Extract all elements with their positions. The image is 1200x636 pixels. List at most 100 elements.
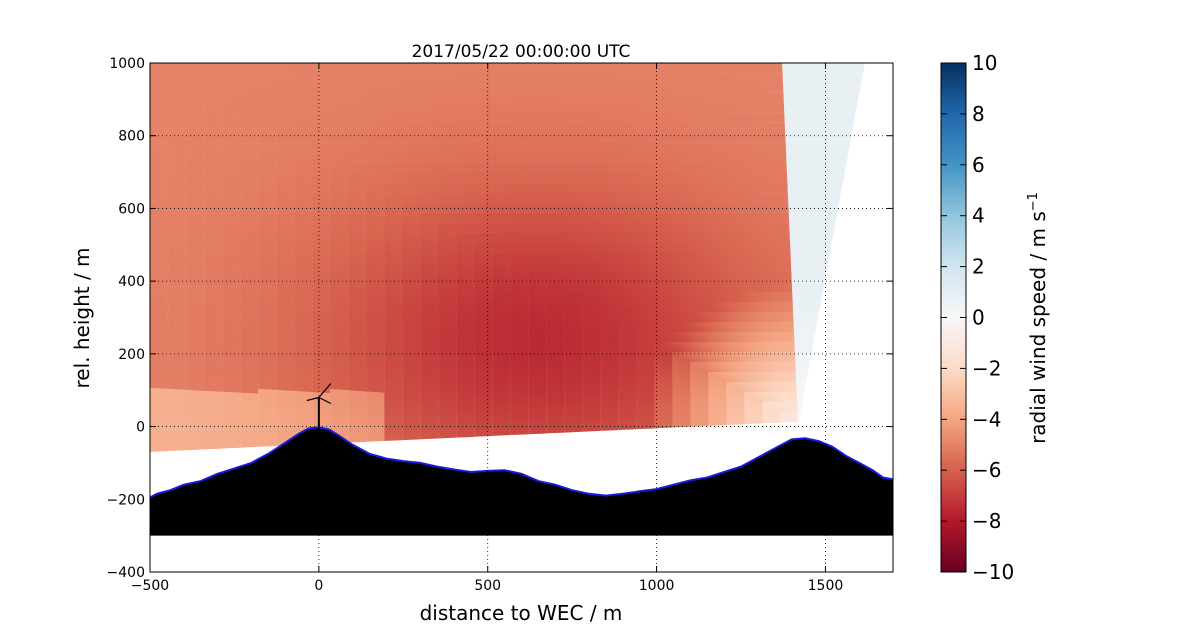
scan-beam-segment [581, 355, 601, 364]
scan-beam-segment [563, 293, 584, 306]
scan-beam-segment [581, 349, 601, 359]
scan-beam-segment [491, 267, 512, 280]
scan-beam-segment [347, 393, 367, 400]
scan-beam-segment [581, 335, 601, 346]
scan-beam-segment [491, 357, 511, 366]
scan-beam-segment [401, 240, 422, 253]
scan-beam-segment [492, 431, 511, 436]
scan-beam-segment [203, 250, 223, 263]
scan-beam-segment [563, 305, 583, 318]
scan-beam-segment [473, 299, 493, 310]
scan-beam-segment [275, 206, 296, 219]
scan-beam-segment [437, 292, 457, 303]
scan-beam-segment [239, 440, 259, 448]
scan-beam-segment [401, 332, 421, 341]
scan-beam-segment [202, 112, 224, 128]
scan-beam-segment [509, 335, 529, 345]
scan-beam-segment [150, 380, 169, 389]
scan-beam-segment [311, 373, 331, 381]
scan-beam-segment [185, 377, 205, 386]
scan-beam-segment [473, 336, 493, 346]
scan-beam-segment [491, 319, 511, 330]
scan-beam-segment [564, 428, 583, 433]
scan-beam-segment [347, 304, 367, 314]
scan-beam-segment [238, 121, 260, 137]
scan-beam-segment [220, 163, 242, 177]
scan-beam-segment [473, 270, 494, 283]
scan-beam-segment [527, 275, 548, 289]
scan-beam-segment [600, 390, 619, 397]
scan-beam-segment [293, 267, 313, 279]
scan-beam-segment [419, 292, 439, 303]
scan-beam-segment [545, 314, 565, 326]
scan-beam-segment [654, 406, 673, 411]
scan-beam-segment [310, 177, 332, 192]
scan-beam-segment [636, 388, 655, 395]
scan-beam-segment [456, 426, 475, 432]
scan-beam-segment [473, 241, 494, 255]
scan-beam-segment [329, 266, 349, 277]
scan-beam-segment [581, 370, 601, 378]
scan-beam-segment [203, 266, 223, 278]
scan-beam-segment [365, 246, 386, 259]
scan-beam-segment [328, 198, 350, 213]
scan-beam-segment [275, 210, 296, 224]
scan-beam-segment [365, 390, 385, 397]
scan-beam-segment [474, 432, 493, 437]
scan-beam-segment [166, 93, 188, 110]
scan-beam-segment [184, 163, 206, 178]
scan-beam-segment [239, 221, 260, 234]
scan-beam-segment [582, 384, 601, 391]
scan-beam-segment [238, 196, 260, 210]
scan-beam-segment [437, 359, 457, 368]
scan-beam-segment [275, 252, 295, 265]
scan-beam-segment [618, 390, 637, 396]
scan-beam-segment [150, 73, 170, 89]
scan-beam-segment [221, 364, 241, 373]
scan-beam-segment [221, 287, 241, 298]
scan-beam-segment [167, 437, 187, 446]
scan-beam-segment [348, 432, 367, 439]
scan-beam-segment [274, 154, 296, 169]
scan-beam-segment [617, 348, 637, 358]
scan-beam-segment [438, 392, 457, 398]
scan-beam-segment [167, 398, 187, 407]
scan-beam-segment [364, 192, 386, 207]
scan-beam-segment [527, 292, 548, 305]
scan-beam-segment [527, 367, 547, 375]
scan-beam-segment [527, 329, 547, 339]
scan-beam-segment [150, 346, 169, 355]
scan-beam-segment [456, 402, 475, 408]
scan-beam-segment [185, 442, 205, 451]
scan-beam-segment [275, 257, 295, 269]
scan-beam-segment [293, 398, 313, 406]
scan-beam-segment [491, 366, 511, 374]
scan-beam-segment [167, 365, 187, 374]
scan-beam-segment [150, 299, 169, 310]
scan-beam-segment [546, 380, 565, 387]
scan-beam-segment [509, 325, 529, 335]
scan-beam-segment [293, 236, 314, 248]
scan-beam-segment [383, 250, 404, 263]
scan-beam-segment [239, 286, 259, 297]
scan-beam-segment [383, 328, 403, 338]
scan-beam-segment [636, 380, 655, 388]
scan-beam-segment [438, 398, 457, 404]
scan-beam-segment [221, 250, 241, 263]
scan-beam-segment [419, 377, 439, 384]
scan-beam-segment [618, 409, 637, 414]
scan-beam-segment [184, 97, 206, 114]
scan-beam-segment [618, 411, 637, 415]
scan-beam-segment [256, 184, 278, 198]
scan-beam-segment [239, 391, 259, 399]
scan-beam-segment [347, 356, 367, 365]
scan-beam-segment [545, 350, 565, 360]
scan-beam-segment [346, 183, 368, 198]
scan-beam-segment [293, 245, 314, 257]
scan-beam-segment [185, 295, 205, 306]
scan-beam-segment [239, 206, 260, 219]
scan-beam-segment [346, 203, 368, 217]
scan-beam-segment [437, 256, 458, 269]
scan-beam-segment [455, 243, 476, 257]
scan-beam-segment [510, 408, 529, 413]
